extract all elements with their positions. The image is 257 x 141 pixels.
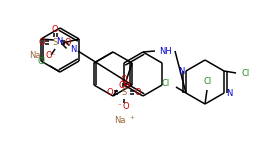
Text: OH: OH xyxy=(118,81,132,91)
Text: N: N xyxy=(70,45,76,53)
Text: ⁻: ⁻ xyxy=(117,103,121,109)
Text: Cl: Cl xyxy=(242,69,250,78)
Text: Cl: Cl xyxy=(204,78,212,86)
Text: +: + xyxy=(130,115,134,121)
Text: O: O xyxy=(123,103,129,112)
Text: Na: Na xyxy=(29,51,41,60)
Text: N: N xyxy=(56,37,62,46)
Text: O: O xyxy=(107,89,113,97)
Text: O: O xyxy=(39,38,45,48)
Text: O: O xyxy=(46,51,52,60)
Text: O: O xyxy=(135,89,141,97)
Text: S: S xyxy=(121,89,127,97)
Text: NH: NH xyxy=(159,47,171,56)
Text: S: S xyxy=(52,38,58,48)
Text: Cl: Cl xyxy=(162,79,170,88)
Text: N: N xyxy=(226,89,232,97)
Text: O: O xyxy=(52,26,58,35)
Text: N: N xyxy=(178,67,184,75)
Text: O: O xyxy=(121,75,127,84)
Text: O: O xyxy=(65,38,71,48)
Text: Na: Na xyxy=(114,116,126,125)
Text: ⁻: ⁻ xyxy=(51,53,55,59)
Text: Cl: Cl xyxy=(38,58,46,67)
